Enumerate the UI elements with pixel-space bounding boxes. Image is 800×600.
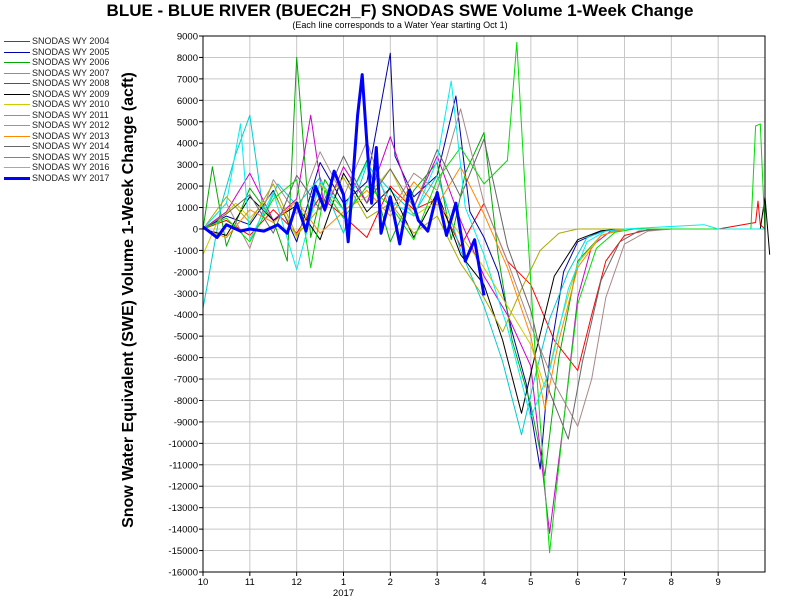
y-tick-label: 6000	[177, 96, 198, 107]
x-tick-label: 9	[716, 577, 721, 588]
legend-swatch	[4, 104, 30, 105]
legend-swatch	[4, 135, 30, 137]
legend-item: SNODAS WY 2017	[4, 173, 164, 184]
legend: SNODAS WY 2004 SNODAS WY 2005 SNODAS WY 20…	[4, 36, 164, 183]
legend-swatch	[4, 93, 30, 95]
legend-label: SNODAS WY 2008	[32, 78, 110, 88]
x-tick-label: 4	[481, 577, 486, 588]
x-tick-label: 6	[575, 577, 580, 588]
legend-swatch	[4, 167, 30, 168]
legend-swatch	[4, 72, 30, 74]
legend-label: SNODAS WY 2012	[32, 120, 110, 130]
x-tick-label: 8	[669, 577, 674, 588]
legend-label: SNODAS WY 2010	[32, 99, 110, 109]
y-tick-label: -6000	[174, 353, 198, 364]
y-tick-label: -7000	[174, 375, 198, 386]
series-line	[202, 108, 765, 427]
legend-item: SNODAS WY 2006	[4, 57, 164, 68]
series-line	[202, 172, 771, 414]
y-tick-label: -14000	[168, 525, 198, 536]
legend-label: SNODAS WY 2015	[32, 151, 110, 162]
y-tick-label: 3000	[177, 160, 198, 171]
x-tick-label: 3	[435, 577, 440, 588]
y-tick-label: -11000	[169, 460, 198, 471]
legend-item: SNODAS WY 2008	[4, 78, 164, 89]
legend-swatch	[4, 146, 30, 147]
legend-swatch	[4, 41, 30, 42]
legend-swatch	[4, 125, 30, 126]
legend-item: SNODAS WY 2005	[4, 47, 164, 58]
legend-item: SNODAS WY 2013	[4, 131, 164, 142]
x-tick-label: 10	[198, 577, 209, 588]
y-tick-label: -12000	[168, 482, 198, 493]
y-tick-label: 1000	[177, 203, 198, 214]
x-year-label: 2017	[333, 588, 354, 599]
y-tick-label: -1000	[174, 246, 198, 257]
y-tick-label: -9000	[174, 417, 198, 428]
legend-label: SNODAS WY 2011	[32, 109, 109, 120]
legend-label: SNODAS WY 2017	[32, 172, 110, 183]
legend-item: SNODAS WY 2004	[4, 36, 164, 47]
series-line	[202, 52, 765, 470]
legend-swatch	[4, 114, 30, 116]
legend-item: SNODAS WY 2009	[4, 89, 164, 100]
y-tick-label: -5000	[174, 332, 198, 343]
x-tick-label: 2	[388, 577, 393, 588]
legend-swatch	[4, 62, 30, 63]
series-line	[202, 114, 765, 436]
chart-title: BLUE - BLUE RIVER (BUEC2H_F) SNODAS SWE …	[106, 1, 694, 20]
series-line	[202, 138, 765, 440]
x-tick-label: 12	[291, 577, 302, 588]
y-tick-label: -3000	[174, 289, 198, 300]
x-tick-label: 5	[528, 577, 533, 588]
legend-label: SNODAS WY 2016	[32, 162, 110, 172]
series-line	[202, 177, 765, 333]
series-line	[202, 80, 765, 419]
legend-item: SNODAS WY 2007	[4, 68, 164, 79]
y-tick-label: 0	[193, 224, 198, 235]
y-tick-label: -4000	[174, 310, 198, 321]
x-tick-label: 7	[622, 577, 627, 588]
legend-item: SNODAS WY 2016	[4, 162, 164, 173]
legend-label: SNODAS WY 2014	[32, 141, 110, 151]
legend-label: SNODAS WY 2013	[32, 130, 110, 141]
y-tick-label: 9000	[177, 32, 198, 43]
y-tick-label: -2000	[174, 267, 198, 278]
y-tick-label: 7000	[177, 74, 198, 85]
y-tick-label: -13000	[168, 503, 198, 514]
legend-item: SNODAS WY 2010	[4, 99, 164, 110]
legend-item: SNODAS WY 2012	[4, 120, 164, 131]
legend-item: SNODAS WY 2014	[4, 141, 164, 152]
legend-label: SNODAS WY 2004	[32, 36, 110, 46]
legend-item: SNODAS WY 2015	[4, 152, 164, 163]
y-tick-label: 2000	[177, 182, 198, 193]
legend-label: SNODAS WY 2009	[32, 88, 110, 99]
y-tick-label: 8000	[177, 53, 198, 64]
y-tick-label: -15000	[168, 546, 198, 557]
x-tick-label: 1	[341, 577, 346, 588]
y-tick-label: -16000	[168, 568, 198, 579]
legend-label: SNODAS WY 2006	[32, 57, 110, 67]
plot-border	[202, 35, 766, 573]
legend-label: SNODAS WY 2005	[32, 46, 110, 57]
legend-swatch	[4, 51, 30, 53]
y-tick-label: -8000	[174, 396, 198, 407]
y-tick-label: 5000	[177, 117, 198, 128]
legend-label: SNODAS WY 2007	[32, 67, 110, 78]
y-tick-label: -10000	[168, 439, 198, 450]
series-line	[202, 73, 486, 296]
legend-swatch	[4, 83, 30, 84]
chart-subtitle: (Each line corresponds to a Water Year s…	[292, 20, 508, 30]
legend-swatch	[4, 156, 30, 158]
legend-item: SNODAS WY 2011	[4, 110, 164, 121]
legend-swatch	[4, 176, 30, 180]
series-line	[202, 166, 765, 410]
x-tick-label: 11	[245, 577, 255, 588]
series-line	[202, 114, 765, 534]
y-tick-label: 4000	[177, 139, 198, 150]
